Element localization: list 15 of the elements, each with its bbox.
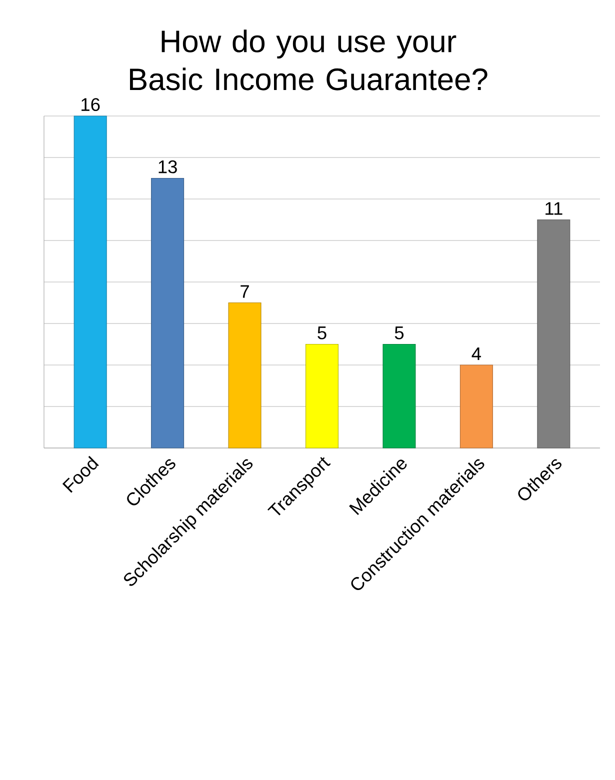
data-label: 7 — [240, 285, 249, 298]
bar — [306, 344, 338, 448]
data-label: 16 — [82, 98, 100, 112]
bar — [151, 178, 184, 448]
bar — [74, 116, 107, 448]
bar — [382, 344, 416, 448]
data-label: 5 — [394, 326, 404, 340]
bar — [228, 302, 262, 448]
data-label: 13 — [158, 160, 177, 174]
data-label: 4 — [472, 347, 481, 360]
data-label: 11 — [546, 202, 562, 215]
data-label: 5 — [318, 326, 326, 340]
chart-title: How do you use your Basic Income Guarantee? — [130, 30, 488, 90]
bar — [460, 364, 493, 448]
bar — [537, 219, 570, 448]
